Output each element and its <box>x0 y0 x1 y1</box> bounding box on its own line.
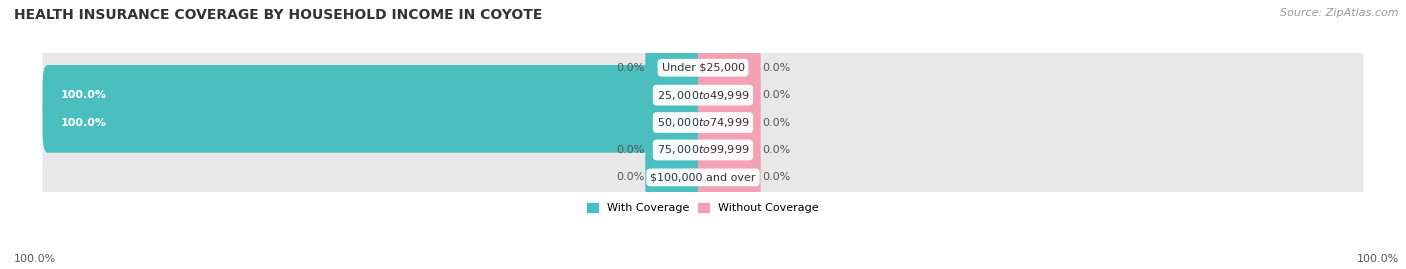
Text: 100.0%: 100.0% <box>60 90 107 100</box>
Text: 0.0%: 0.0% <box>762 118 790 128</box>
Text: 0.0%: 0.0% <box>762 172 790 182</box>
FancyBboxPatch shape <box>645 147 709 208</box>
FancyBboxPatch shape <box>697 120 761 180</box>
Text: $100,000 and over: $100,000 and over <box>650 172 756 182</box>
Text: Under $25,000: Under $25,000 <box>661 63 745 73</box>
FancyBboxPatch shape <box>42 93 709 153</box>
Text: 100.0%: 100.0% <box>14 254 56 264</box>
FancyBboxPatch shape <box>645 38 709 98</box>
Text: 0.0%: 0.0% <box>616 145 644 155</box>
Legend: With Coverage, Without Coverage: With Coverage, Without Coverage <box>582 199 824 218</box>
FancyBboxPatch shape <box>42 145 1364 210</box>
Text: $50,000 to $74,999: $50,000 to $74,999 <box>657 116 749 129</box>
FancyBboxPatch shape <box>697 147 761 208</box>
Text: 0.0%: 0.0% <box>762 90 790 100</box>
FancyBboxPatch shape <box>42 63 1364 128</box>
FancyBboxPatch shape <box>42 65 709 125</box>
FancyBboxPatch shape <box>42 36 1364 100</box>
Text: HEALTH INSURANCE COVERAGE BY HOUSEHOLD INCOME IN COYOTE: HEALTH INSURANCE COVERAGE BY HOUSEHOLD I… <box>14 8 543 22</box>
Text: 0.0%: 0.0% <box>762 63 790 73</box>
Text: $25,000 to $49,999: $25,000 to $49,999 <box>657 89 749 102</box>
FancyBboxPatch shape <box>42 118 1364 182</box>
FancyBboxPatch shape <box>697 93 761 153</box>
FancyBboxPatch shape <box>645 120 709 180</box>
FancyBboxPatch shape <box>697 38 761 98</box>
Text: 100.0%: 100.0% <box>60 118 107 128</box>
Text: 0.0%: 0.0% <box>616 172 644 182</box>
FancyBboxPatch shape <box>42 90 1364 155</box>
Text: 0.0%: 0.0% <box>616 63 644 73</box>
Text: Source: ZipAtlas.com: Source: ZipAtlas.com <box>1281 8 1399 18</box>
Text: 100.0%: 100.0% <box>1357 254 1399 264</box>
FancyBboxPatch shape <box>697 65 761 125</box>
Text: $75,000 to $99,999: $75,000 to $99,999 <box>657 143 749 157</box>
Text: 0.0%: 0.0% <box>762 145 790 155</box>
